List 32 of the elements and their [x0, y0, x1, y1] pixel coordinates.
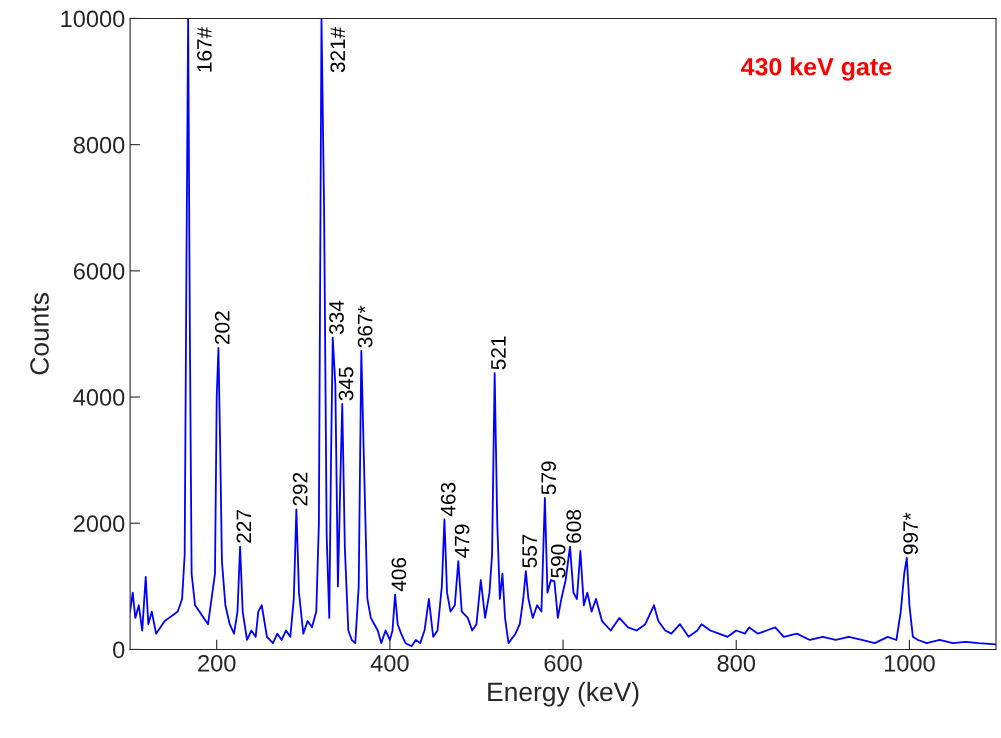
line-series: [130, 18, 996, 648]
y-axis-title: Counts: [30, 293, 49, 375]
y-tick-label: 10000: [61, 10, 125, 28]
annotation: 608: [566, 509, 582, 543]
annotation: 521: [491, 336, 506, 370]
x-tick-label: 400: [370, 654, 409, 672]
annotation: 479: [454, 524, 470, 558]
annotation: 227: [236, 510, 252, 543]
x-tick-label: 1000: [884, 654, 935, 672]
y-tick-label: 4000: [73, 389, 125, 406]
y-tick-label: 8000: [73, 136, 125, 154]
annotation: 292: [292, 472, 308, 506]
annotation: 590: [550, 544, 566, 578]
x-tick-label: 600: [544, 654, 582, 672]
annotation: 579: [541, 461, 557, 495]
x-tick-label: 200: [198, 654, 236, 672]
annotation: 167#: [197, 26, 212, 72]
annotation: 345: [338, 367, 354, 401]
y-tick-label: 0: [113, 641, 125, 659]
x-tick-label: 800: [717, 654, 756, 672]
annotation: 321#: [330, 26, 346, 73]
annotation: 997*: [903, 512, 918, 555]
x-axis-title: Energy (keV): [488, 681, 639, 707]
annotation: 430 keV gate: [740, 57, 892, 81]
annotation: 334: [329, 300, 344, 335]
y-tick-label: 2000: [73, 515, 125, 533]
y-tick-label: 6000: [73, 262, 125, 280]
annotation: 463: [440, 482, 456, 517]
annotation: 557: [522, 534, 537, 568]
annotation: 202: [214, 311, 230, 344]
annotation: 367*: [357, 305, 373, 348]
annotation: 406: [391, 557, 407, 592]
